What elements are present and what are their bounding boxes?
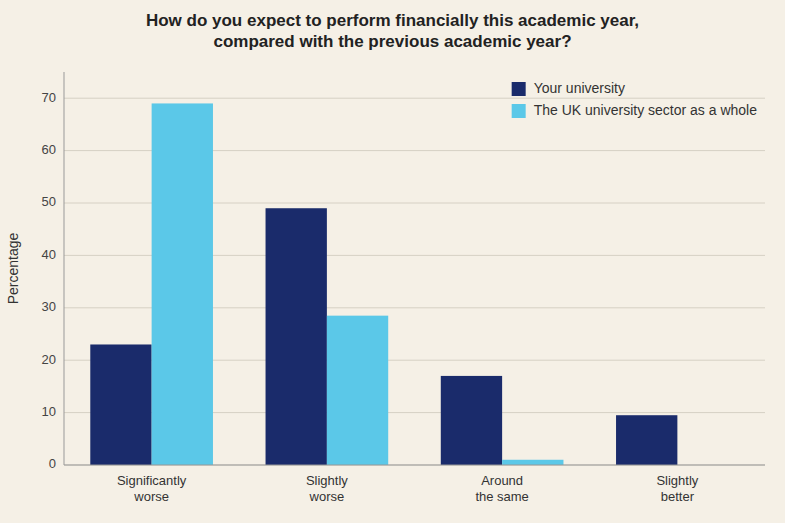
legend-label: Your university (534, 80, 625, 96)
x-axis-line (64, 465, 765, 466)
chart-svg: 0 10 20 30 40 50 60 70 Significantlyworse Slightl… (0, 0, 785, 523)
grid-line (64, 98, 765, 99)
bar (90, 344, 151, 465)
grid-line (64, 465, 765, 466)
grid (64, 98, 765, 465)
y-tick-label: 50 (42, 194, 56, 209)
title: How do you expect to perform financially… (146, 11, 639, 51)
y-tick-label: 20 (42, 352, 56, 367)
legend-swatch (512, 104, 526, 118)
y-tick-label: 10 (42, 404, 56, 419)
bar (327, 316, 388, 465)
legend-swatch (512, 82, 526, 96)
y-tick-label: 40 (42, 247, 56, 262)
x-tick-label: Aroundthe same (475, 473, 528, 504)
bar (502, 460, 563, 465)
x-tick-label: Slightlyworse (306, 473, 348, 504)
y-tick-label: 60 (42, 142, 56, 157)
bar (441, 376, 502, 465)
y-axis-line (64, 72, 65, 465)
chart-container: 0 10 20 30 40 50 60 70 Significantlyworse Slightl… (0, 0, 785, 523)
y-tick-label: 0 (49, 456, 56, 471)
bars (90, 103, 677, 465)
legend: Your university The UK university sector … (512, 80, 758, 118)
bar (266, 208, 327, 465)
x-tick-label: Significantlyworse (117, 473, 187, 504)
y-tick-label: 70 (42, 90, 56, 105)
bar (616, 415, 677, 465)
bar (152, 103, 213, 465)
x-tick-label: Slightlybetter (656, 473, 698, 504)
y-tick-label: 30 (42, 299, 56, 314)
legend-label: The UK university sector as a whole (534, 102, 758, 118)
y-axis-label: Percentage (5, 232, 21, 304)
